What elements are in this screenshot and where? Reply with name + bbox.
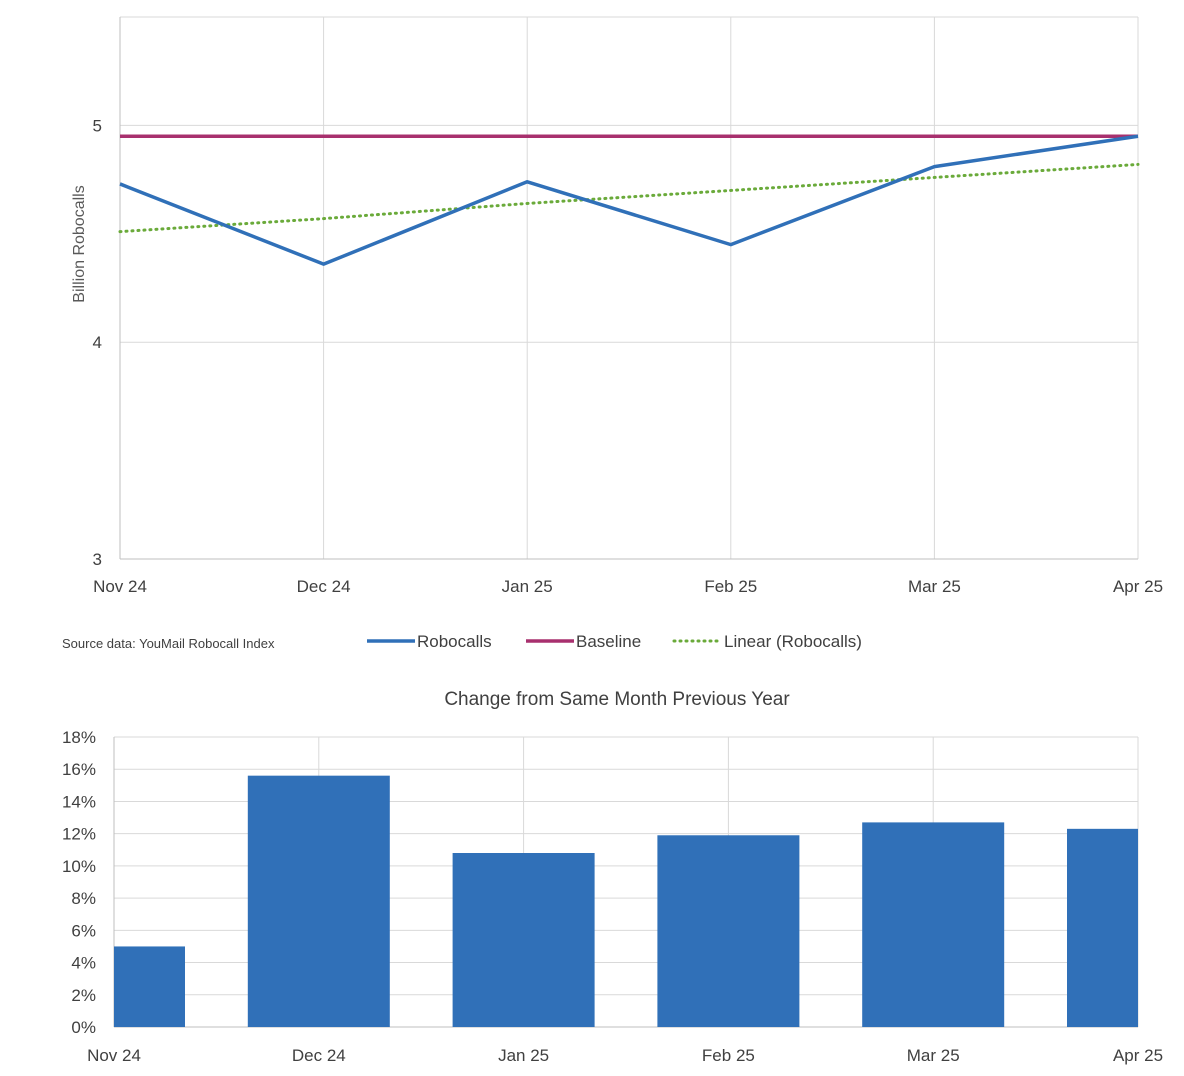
y-tick-label: 5	[93, 116, 102, 135]
line-chart-y-tick-labels: 3 4 5	[93, 116, 102, 569]
bar-apr-25	[1067, 828, 1138, 1027]
y-tick-label: 0%	[71, 1018, 96, 1037]
bar-jan-25	[452, 853, 595, 1027]
series-line-robocalls	[119, 134, 1139, 266]
x-tick-label: Dec 24	[297, 577, 351, 596]
legend-label: Linear (Robocalls)	[724, 632, 862, 651]
legend-label: Baseline	[576, 632, 641, 651]
y-tick-label: 14%	[62, 792, 96, 811]
bar-chart-y-tick-labels: 0% 2% 4% 6% 8% 10% 12% 14% 16% 18%	[62, 728, 96, 1037]
x-tick-label: Jan 25	[498, 1046, 549, 1065]
x-tick-label: Nov 24	[93, 577, 147, 596]
y-tick-label: 6%	[71, 921, 96, 940]
line-chart-x-tick-labels: Nov 24 Dec 24 Jan 25 Feb 25 Mar 25 Apr 25	[93, 577, 1163, 596]
series-line-linear-robocalls	[118, 162, 1140, 234]
bar-nov-24	[114, 946, 185, 1027]
y-tick-label: 4%	[71, 954, 96, 973]
x-tick-label: Jan 25	[502, 577, 553, 596]
bar-feb-25	[657, 835, 800, 1027]
source-note: Source data: YouMail Robocall Index	[62, 636, 275, 651]
bar-chart-x-tick-labels: Nov 24 Dec 24 Jan 25 Feb 25 Mar 25 Apr 25	[87, 1046, 1163, 1065]
y-tick-label: 18%	[62, 728, 96, 747]
y-tick-label: 16%	[62, 760, 96, 779]
x-tick-label: Apr 25	[1113, 577, 1163, 596]
bar-mar-25	[862, 822, 1005, 1027]
y-tick-label: 12%	[62, 825, 96, 844]
yoy-change-bar-chart: Change from Same Month Previous Year 0% 2…	[62, 689, 1163, 1065]
line-chart-gridlines	[119, 16, 1139, 560]
x-tick-label: Nov 24	[87, 1046, 141, 1065]
y-tick-label: 10%	[62, 857, 96, 876]
line-chart-legend: Robocalls Baseline Linear (Robocalls)	[367, 632, 862, 651]
x-tick-label: Feb 25	[704, 577, 757, 596]
line-chart-series	[118, 134, 1140, 266]
bar-chart-title: Change from Same Month Previous Year	[444, 689, 790, 710]
x-tick-label: Feb 25	[702, 1046, 755, 1065]
robocall-line-chart: 3 4 5 Nov 24 Dec 24 Jan 25 Feb 25 Mar 25 Apr 25…	[62, 16, 1163, 651]
line-chart-y-axis-label: Billion Robocalls	[71, 185, 88, 302]
y-tick-label: 8%	[71, 889, 96, 908]
bar-chart-bars	[114, 775, 1138, 1027]
x-tick-label: Dec 24	[292, 1046, 346, 1065]
x-tick-label: Apr 25	[1113, 1046, 1163, 1065]
y-tick-label: 3	[93, 550, 102, 569]
legend-label: Robocalls	[417, 632, 492, 651]
x-tick-label: Mar 25	[907, 1046, 960, 1065]
bar-dec-24	[247, 775, 390, 1027]
y-tick-label: 2%	[71, 986, 96, 1005]
y-tick-label: 4	[93, 333, 102, 352]
x-tick-label: Mar 25	[908, 577, 961, 596]
